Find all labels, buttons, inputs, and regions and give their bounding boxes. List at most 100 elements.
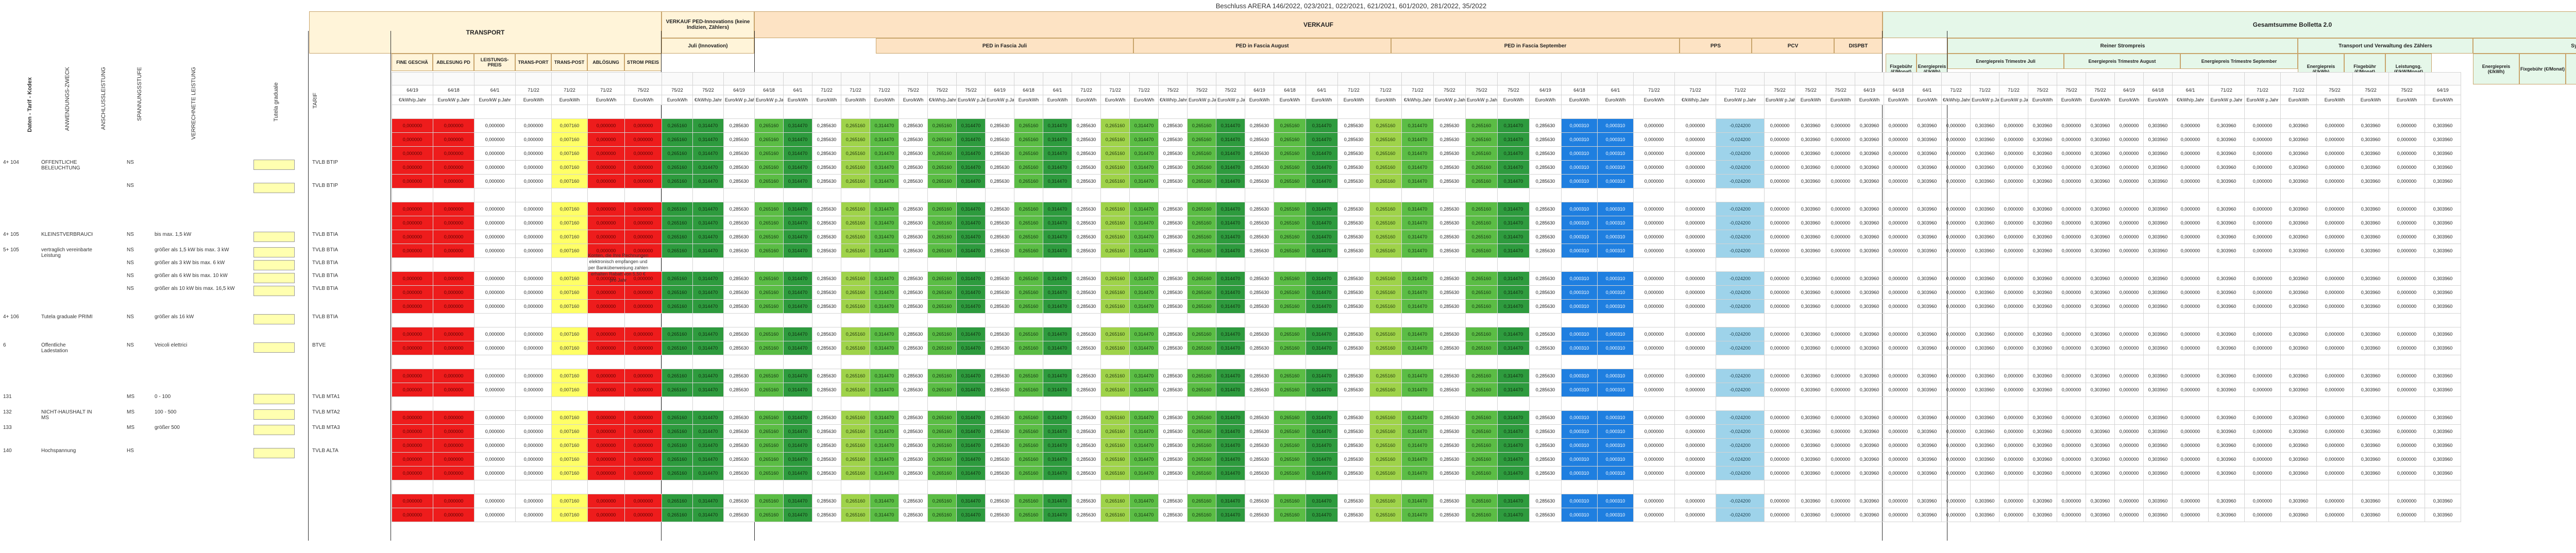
table-cell[interactable]: 0,303960 <box>2143 202 2173 216</box>
table-cell[interactable] <box>624 188 662 202</box>
table-cell[interactable]: 0,000000 <box>474 244 516 258</box>
table-cell[interactable]: 0,000000 <box>2244 494 2281 508</box>
table-cell[interactable] <box>783 313 812 327</box>
table-cell[interactable] <box>2425 188 2461 202</box>
table-cell[interactable] <box>1855 480 1884 494</box>
table-cell[interactable]: 0,265160 <box>1465 327 1498 341</box>
table-cell[interactable]: 0,314470 <box>1216 466 1245 480</box>
table-cell[interactable]: 0,000000 <box>2388 160 2425 175</box>
table-cell[interactable] <box>841 105 870 119</box>
table-cell[interactable] <box>783 188 812 202</box>
table-cell[interactable]: 0,000310 <box>1597 216 1634 230</box>
table-cell[interactable]: 0,314470 <box>870 285 899 300</box>
table-cell[interactable] <box>1999 257 2028 272</box>
table-cell[interactable]: 0,000000 <box>1633 341 1675 355</box>
table-cell[interactable]: 0,265160 <box>1369 230 1402 244</box>
table-cell[interactable]: 0,007160 <box>551 424 588 439</box>
table-cell[interactable]: 0,303960 <box>1795 202 1826 216</box>
table-cell[interactable]: 0,000000 <box>587 327 625 341</box>
table-cell[interactable]: 0,000000 <box>2057 327 2086 341</box>
table-cell[interactable]: 0,285630 <box>1433 118 1466 133</box>
table-cell[interactable]: 0,314470 <box>1216 369 1245 383</box>
table-cell[interactable] <box>1855 105 1884 119</box>
table-cell[interactable]: 0,000000 <box>624 383 662 397</box>
table-cell[interactable]: 0,000000 <box>624 494 662 508</box>
table-cell[interactable]: 0,303960 <box>2352 438 2389 453</box>
table-cell[interactable] <box>754 480 784 494</box>
table-cell[interactable] <box>662 188 693 202</box>
table-cell[interactable]: 0,303960 <box>1970 438 1999 453</box>
table-cell[interactable]: 0,285630 <box>1245 424 1274 439</box>
table-cell[interactable] <box>1274 355 1306 369</box>
table-cell[interactable]: 0,000310 <box>1561 383 1598 397</box>
table-cell[interactable]: -0,024200 <box>1716 118 1765 133</box>
table-cell[interactable]: 0,314470 <box>1401 438 1434 453</box>
table-cell[interactable]: 0,285630 <box>1158 383 1188 397</box>
table-cell[interactable]: 0,285630 <box>812 466 841 480</box>
table-cell[interactable]: 0,285630 <box>1529 508 1562 522</box>
table-cell[interactable] <box>1633 188 1675 202</box>
table-cell[interactable]: 0,000000 <box>1764 508 1795 522</box>
table-cell[interactable]: 0,314470 <box>1306 369 1338 383</box>
table-cell[interactable]: 0,000000 <box>2316 271 2353 286</box>
table-cell[interactable]: 0,314470 <box>692 271 724 286</box>
table-cell[interactable]: 0,000000 <box>1941 271 1971 286</box>
table-cell[interactable]: 0,285630 <box>1158 216 1188 230</box>
table-cell[interactable] <box>1633 257 1675 272</box>
table-cell[interactable]: 0,265160 <box>1274 216 1306 230</box>
table-cell[interactable] <box>1999 355 2028 369</box>
table-cell[interactable]: 0,000000 <box>2388 299 2425 314</box>
table-cell[interactable]: 0,314470 <box>870 244 899 258</box>
table-cell[interactable]: 0,265160 <box>927 174 957 188</box>
table-cell[interactable]: 0,000000 <box>1941 494 1971 508</box>
table-cell[interactable]: 0,265160 <box>754 410 784 425</box>
table-cell[interactable]: 0,314470 <box>870 494 899 508</box>
table-cell[interactable]: 0,265160 <box>1187 202 1216 216</box>
table-cell[interactable]: 0,285630 <box>1245 118 1274 133</box>
table-cell[interactable]: 0,000000 <box>1999 118 2028 133</box>
table-cell[interactable]: 0,265160 <box>1274 508 1306 522</box>
table-cell[interactable] <box>551 396 588 411</box>
table-cell[interactable]: 0,000000 <box>1674 466 1716 480</box>
table-cell[interactable]: 0,000000 <box>2388 216 2425 230</box>
table-cell[interactable]: 0,285630 <box>723 132 755 147</box>
table-cell[interactable]: 0,265160 <box>1187 494 1216 508</box>
table-cell[interactable]: 0,265160 <box>1100 341 1130 355</box>
table-cell[interactable] <box>1561 480 1598 494</box>
table-cell[interactable] <box>1826 355 1855 369</box>
table-cell[interactable] <box>870 313 899 327</box>
table-cell[interactable]: 0,303960 <box>2086 508 2115 522</box>
table-cell[interactable]: 0,000000 <box>2316 216 2353 230</box>
table-cell[interactable]: 0,000310 <box>1561 369 1598 383</box>
table-cell[interactable] <box>2086 313 2115 327</box>
table-cell[interactable] <box>1597 480 1634 494</box>
table-cell[interactable]: 0,000310 <box>1597 285 1634 300</box>
table-cell[interactable]: -0,024200 <box>1716 369 1765 383</box>
table-cell[interactable]: 0,000000 <box>392 118 433 133</box>
table-cell[interactable] <box>870 105 899 119</box>
table-cell[interactable]: 0,303960 <box>1912 410 1942 425</box>
table-cell[interactable] <box>1884 396 1913 411</box>
table-cell[interactable] <box>1072 355 1101 369</box>
table-cell[interactable]: 0,303960 <box>2143 271 2173 286</box>
table-cell[interactable]: 0,303960 <box>2143 230 2173 244</box>
table-cell[interactable] <box>662 105 693 119</box>
table-cell[interactable] <box>841 257 870 272</box>
table-cell[interactable]: 0,000000 <box>1884 160 1913 175</box>
table-cell[interactable]: 0,265160 <box>1014 410 1043 425</box>
table-cell[interactable] <box>1401 313 1434 327</box>
table-cell[interactable] <box>2388 188 2425 202</box>
table-cell[interactable]: 0,000000 <box>1764 146 1795 161</box>
table-cell[interactable] <box>392 480 433 494</box>
table-cell[interactable]: 0,285630 <box>899 508 928 522</box>
table-cell[interactable]: 0,303960 <box>1912 174 1942 188</box>
table-cell[interactable]: 0,314470 <box>1216 410 1245 425</box>
table-cell[interactable]: 0,303960 <box>2352 383 2389 397</box>
table-cell[interactable]: 0,265160 <box>1187 146 1216 161</box>
table-cell[interactable] <box>1245 188 1274 202</box>
table-cell[interactable] <box>2086 480 2115 494</box>
table-cell[interactable]: 0,285630 <box>723 244 755 258</box>
table-cell[interactable]: 0,265160 <box>841 341 870 355</box>
table-cell[interactable]: 0,303960 <box>2208 118 2245 133</box>
table-cell[interactable] <box>1674 105 1716 119</box>
